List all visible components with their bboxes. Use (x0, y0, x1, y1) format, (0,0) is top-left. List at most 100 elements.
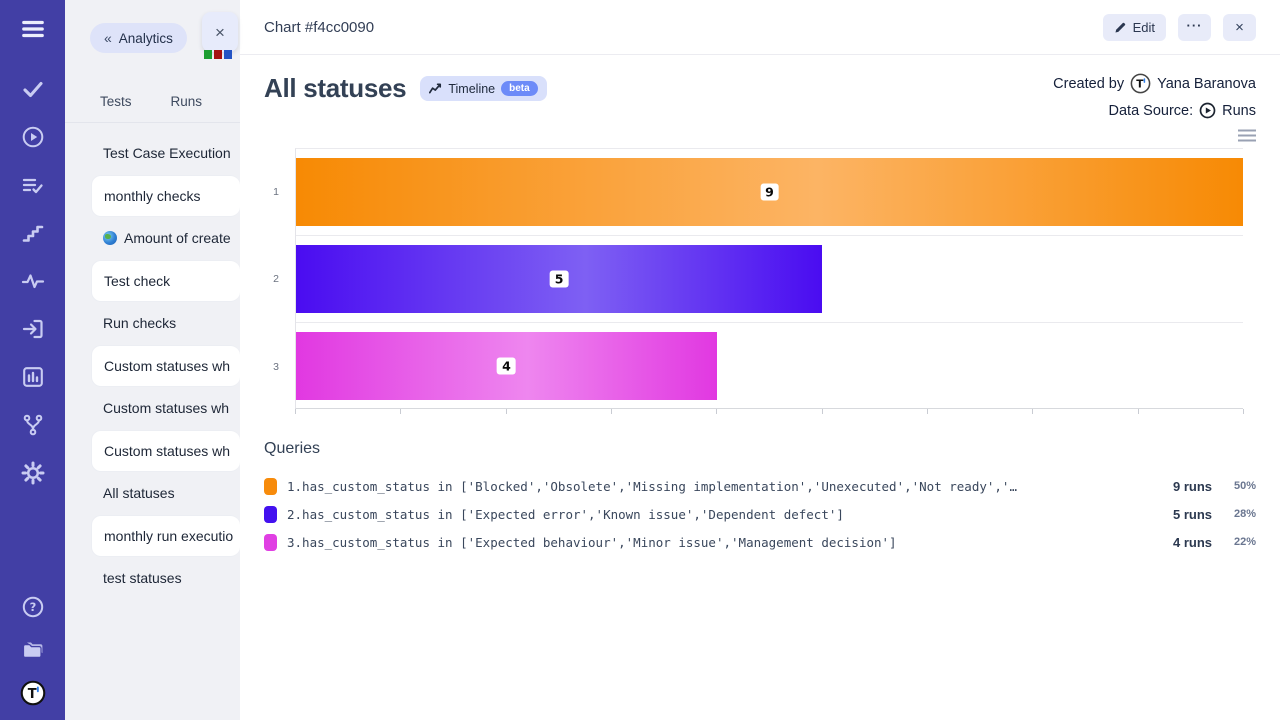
query-percentage: 50% (1233, 480, 1256, 492)
chart-item-label: Test Case Execution (103, 145, 231, 162)
runs-source-play-icon (1199, 102, 1216, 119)
chart-item-label: Run checks (103, 315, 177, 332)
sidebar-chart-item[interactable]: Custom statuses wh (91, 387, 240, 430)
analytics-back-button[interactable]: « Analytics (90, 23, 187, 53)
chart-item-label: monthly run executio (104, 527, 234, 544)
query-color-swatch (264, 477, 277, 495)
chart-item-label: Custom statuses wh (103, 400, 230, 417)
x-axis-tick (610, 409, 612, 414)
runs-play-icon[interactable] (20, 124, 46, 150)
chart-item-label: monthly checks (104, 187, 201, 204)
import-login-icon[interactable] (20, 316, 46, 342)
data-source-label: Data Source: (1108, 102, 1194, 119)
analytics-bar-chart-icon[interactable] (20, 364, 46, 390)
svg-text:?: ? (29, 600, 36, 614)
tabs-divider (65, 122, 240, 123)
app-logo[interactable]: T (20, 680, 46, 706)
chart-menu-icon[interactable] (1238, 129, 1256, 142)
close-tab-icon[interactable]: × (215, 22, 225, 42)
sidebar-chart-item[interactable]: monthly run executio (91, 514, 240, 557)
bar-segment: 4 (296, 332, 717, 400)
sidebar-chart-item[interactable]: Amount of create (91, 217, 240, 260)
query-color-swatch (264, 533, 277, 551)
x-axis-tick (1032, 409, 1034, 414)
author-avatar: T (1130, 73, 1151, 94)
y-axis-label: 1 (273, 186, 279, 198)
chart-topbar: Chart #f4cc0090 Edit ··· × (240, 0, 1280, 55)
tab-tests[interactable]: Tests (100, 94, 132, 109)
globe-icon (103, 231, 117, 246)
sidebar-chart-item[interactable]: Test Case Execution (91, 132, 240, 175)
analytics-panel: « Analytics × Tests Runs Test Case Execu… (65, 0, 240, 720)
timeline-toggle[interactable]: Timeline beta (420, 76, 547, 101)
query-text: 2.has_custom_status in ['Expected error'… (287, 506, 844, 522)
query-runs-count: 5 runs (1172, 506, 1212, 522)
sidebar-chart-item[interactable]: test statuses (91, 557, 240, 600)
more-options-button[interactable]: ··· (1178, 13, 1211, 41)
pencil-icon (1115, 22, 1125, 33)
saved-charts-list: Test Case Execution monthly checks Amount … (65, 132, 240, 600)
sidebar-chart-item[interactable]: Custom statuses wh (91, 344, 240, 387)
query-runs-count: 4 runs (1172, 534, 1212, 550)
sidebar-chart-item[interactable]: monthly checks (91, 174, 240, 217)
queries-rows: 1.has_custom_status in ['Blocked','Obsol… (264, 472, 1256, 556)
x-axis-tick (926, 409, 928, 414)
sidebar-chart-item[interactable]: Custom statuses wh (91, 429, 240, 472)
beta-badge: beta (501, 81, 538, 96)
tests-check-icon[interactable] (20, 76, 46, 102)
query-row: 2.has_custom_status in ['Expected error'… (264, 500, 1256, 528)
edit-button-label: Edit (1132, 19, 1155, 35)
x-axis-tick (295, 409, 296, 414)
help-icon[interactable]: ? (20, 594, 46, 620)
chart-item-label: Custom statuses wh (104, 357, 231, 374)
x-axis (295, 409, 1244, 416)
query-text: 3.has_custom_status in ['Expected behavi… (287, 534, 897, 550)
query-row: 3.has_custom_status in ['Expected behavi… (264, 528, 1256, 556)
hamburger-menu-icon[interactable] (20, 16, 46, 42)
author-name: Yana Baranova (1157, 75, 1256, 92)
chart-meta: Created by T Yana Baranova Data Source: … (1053, 73, 1256, 119)
query-text: 1.has_custom_status in ['Blocked','Obsol… (287, 478, 1017, 494)
projects-folder-icon[interactable] (20, 637, 46, 663)
icon-rail: ? T (0, 0, 65, 720)
y-axis-label: 2 (273, 273, 279, 285)
bar-value-label: 4 (497, 357, 516, 375)
timeline-label: Timeline (448, 81, 496, 96)
chevrons-left-icon: « (104, 30, 112, 46)
x-axis-tick (1137, 409, 1139, 414)
chart-item-label: Test check (104, 272, 171, 289)
ellipsis-icon: ··· (1186, 17, 1203, 33)
git-fork-icon[interactable] (20, 412, 46, 438)
created-by-label: Created by (1053, 75, 1125, 92)
settings-gear-icon[interactable] (20, 460, 46, 486)
x-axis-tick (400, 409, 402, 414)
tab-runs[interactable]: Runs (170, 94, 203, 109)
chart-item-label: All statuses (103, 485, 175, 502)
data-source-value: Runs (1222, 102, 1256, 119)
x-axis-tick (1243, 409, 1244, 414)
queries-section: Queries 1.has_custom_status in ['Blocked… (264, 440, 1256, 556)
sidebar-chart-item[interactable]: All statuses (91, 472, 240, 515)
close-icon: × (1235, 18, 1244, 36)
chart-item-label: Amount of create (124, 230, 231, 247)
chart-item-label: Custom statuses wh (104, 442, 231, 459)
close-chart-button[interactable]: × (1223, 13, 1256, 41)
edit-button[interactable]: Edit (1102, 13, 1166, 41)
milestones-steps-icon[interactable] (20, 220, 46, 246)
chart-tab[interactable]: × (202, 12, 238, 52)
query-percentage: 22% (1233, 536, 1256, 548)
sidebar-chart-item[interactable]: Run checks (91, 302, 240, 345)
test-plans-list-check-icon[interactable] (20, 172, 46, 198)
queries-title: Queries (264, 440, 321, 457)
mini-chart-icon (204, 50, 232, 59)
panel-tabs: Tests Runs (65, 94, 240, 121)
svg-text:T: T (27, 687, 36, 702)
x-axis-tick (821, 409, 823, 414)
sidebar-chart-item[interactable]: Test check (91, 259, 240, 302)
pulse-activity-icon[interactable] (20, 268, 46, 294)
main-area: Chart #f4cc0090 Edit ··· × All statuses (240, 0, 1280, 720)
